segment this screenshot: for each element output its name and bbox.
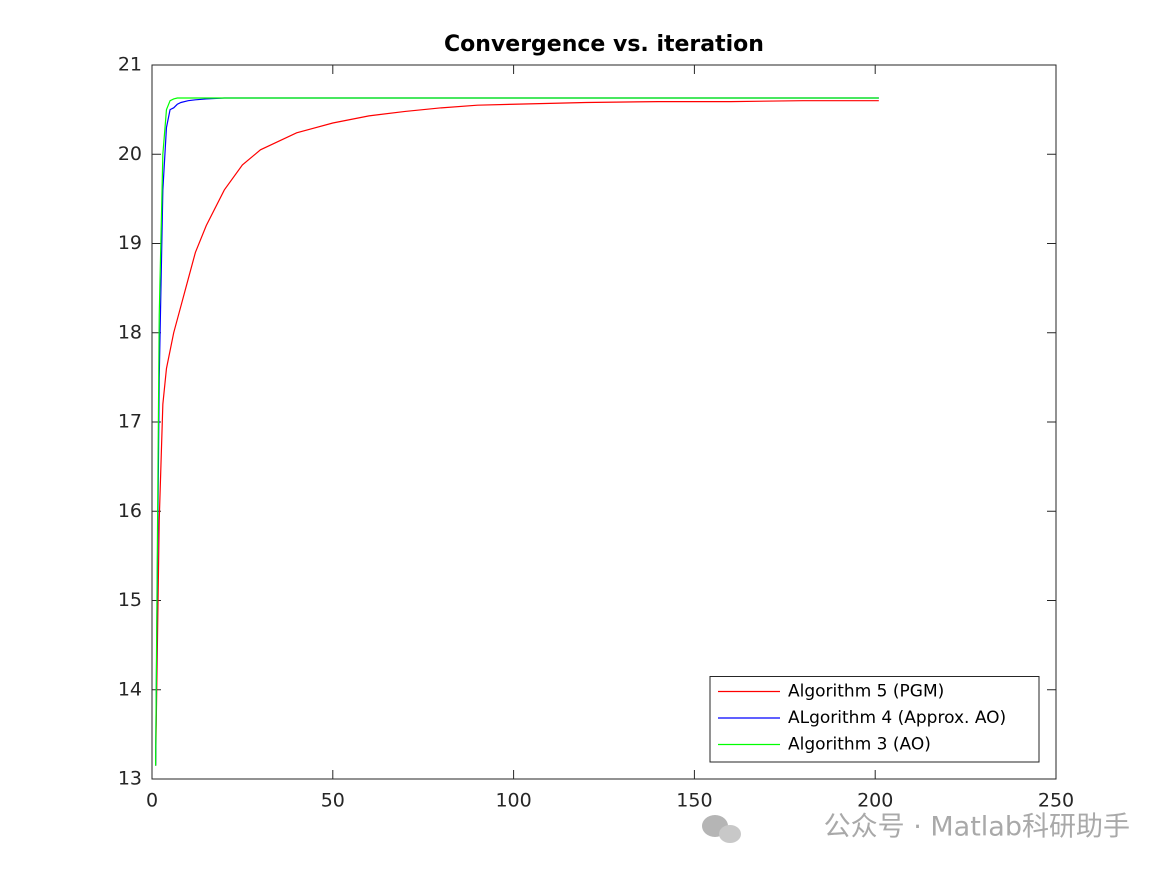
y-tick-label: 16 xyxy=(118,500,142,522)
chart-title: Convergence vs. iteration xyxy=(444,32,764,57)
y-tick-label: 21 xyxy=(118,54,142,76)
series-line xyxy=(155,97,879,766)
y-tick-label: 20 xyxy=(118,143,142,165)
watermark-icon xyxy=(702,815,741,843)
series-line xyxy=(155,100,879,766)
y-tick-label: 14 xyxy=(118,678,142,700)
legend-label: ALgorithm 4 (Approx. AO) xyxy=(788,708,1006,728)
x-tick-label: 200 xyxy=(857,790,893,812)
y-tick-label: 13 xyxy=(118,768,142,790)
axes-box xyxy=(151,64,1057,780)
legend-label: Algorithm 3 (AO) xyxy=(788,735,931,755)
y-tick-label: 19 xyxy=(118,232,142,254)
x-tick-label: 0 xyxy=(146,790,158,812)
y-tick-label: 18 xyxy=(118,321,142,343)
legend-box xyxy=(709,676,1040,763)
x-tick-label: 50 xyxy=(321,790,345,812)
legend-label: Algorithm 5 (PGM) xyxy=(788,682,944,702)
y-tick-label: 17 xyxy=(118,411,142,433)
watermark: 公众号 · Matlab科研助手 xyxy=(824,812,1130,843)
x-tick-label: 100 xyxy=(495,790,531,812)
series-line xyxy=(155,97,879,766)
y-tick-label: 15 xyxy=(118,589,142,611)
x-tick-label: 150 xyxy=(676,790,712,812)
x-tick-label: 250 xyxy=(1038,790,1074,812)
